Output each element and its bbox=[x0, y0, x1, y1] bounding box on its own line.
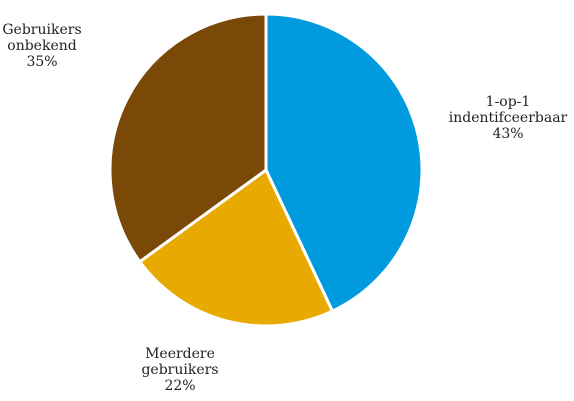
slice-percent-label: 43% bbox=[448, 126, 568, 142]
slice-label-line: Gebruikers bbox=[0, 22, 84, 38]
slice-label-line: Meerdere bbox=[120, 346, 240, 362]
slice-label-meerdere-gebruikers: Meerdere gebruikers 22% bbox=[120, 346, 240, 394]
pie-slices bbox=[110, 14, 422, 326]
slice-percent-label: 35% bbox=[0, 54, 84, 70]
slice-label-line: 1-op-1 bbox=[448, 94, 568, 110]
slice-label-1-op-1-indentifceerbaar: 1-op-1 indentifceerbaar 43% bbox=[448, 94, 568, 142]
slice-label-gebruikers-onbekend: Gebruikers onbekend 35% bbox=[0, 22, 84, 70]
slice-percent-label: 22% bbox=[120, 378, 240, 394]
slice-label-line: indentifceerbaar bbox=[448, 110, 568, 126]
slice-label-line: onbekend bbox=[0, 38, 84, 54]
slice-label-line: gebruikers bbox=[120, 362, 240, 378]
